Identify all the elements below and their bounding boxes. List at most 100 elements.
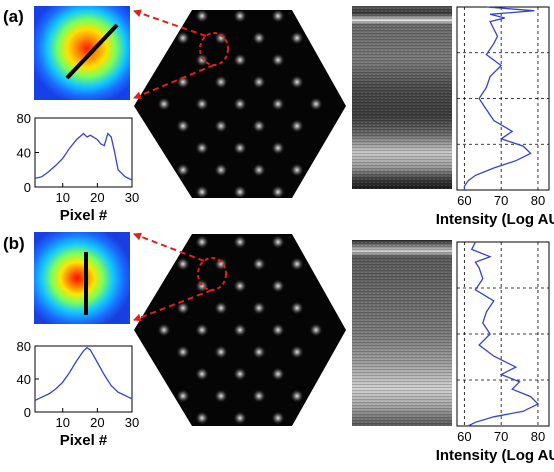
profile-xtick-a-2: 30: [125, 190, 139, 205]
intensity-xtick-a-1: 70: [494, 193, 508, 208]
spot-b-11: [214, 301, 228, 315]
spot-b-16: [233, 323, 247, 337]
spot-a-9: [271, 53, 285, 67]
spot-a-27: [214, 163, 228, 177]
profile-ytick-a-1: 40: [17, 146, 31, 161]
spot-b-4: [214, 257, 228, 271]
spot-a-17: [271, 97, 285, 111]
intensity-xtick-a-0: 60: [457, 193, 471, 208]
spot-b-1: [233, 235, 247, 249]
callout-arrow-top-b: [133, 232, 205, 262]
intensity-xlabel-b: Intensity (Log AU): [436, 447, 554, 464]
profile-ytick-b-1: 40: [17, 372, 31, 387]
spot-b-22: [290, 345, 304, 359]
hex-spot-array-b: [134, 234, 346, 426]
intensity-xtick-b-2: 80: [531, 429, 545, 444]
spot-a-11: [214, 75, 228, 89]
hex-spot-array-a: [134, 9, 346, 199]
spot-b-17: [271, 323, 285, 337]
intensity-plot-a: 60 70 80 Intensity (Log AU): [436, 6, 554, 228]
spot-a-22: [290, 119, 304, 133]
spot-b-28: [252, 389, 266, 403]
profile-xlabel-a: Pixel #: [60, 207, 108, 224]
intensity-xlabel-a: Intensity (Log AU): [436, 211, 554, 228]
spot-a-20: [214, 119, 228, 133]
spot-a-28: [252, 163, 266, 177]
spot-b-27: [214, 389, 228, 403]
spot-a-29: [290, 163, 304, 177]
spot-b-7: [195, 279, 209, 293]
bscan-image-b: [352, 240, 452, 426]
profile-ytick-b-0: 0: [24, 405, 31, 420]
spot-b-23: [195, 367, 209, 381]
spot-b-0: [195, 235, 209, 249]
callout-arrow-bottom-a: [133, 64, 215, 100]
spot-a-4: [214, 31, 228, 45]
intensity-axes-a: [456, 6, 550, 191]
spot-b-3: [176, 257, 190, 271]
spot-b-19: [176, 345, 190, 359]
profile-axes-a: [34, 117, 133, 188]
beam-heatmap-a: [34, 6, 130, 100]
spot-a-7: [195, 53, 209, 67]
spot-a-8: [233, 53, 247, 67]
spot-b-26: [176, 389, 190, 403]
spot-b-13: [290, 301, 304, 315]
callout-arrow-top-a: [133, 9, 207, 37]
profile-axes-b: [34, 345, 133, 413]
profile-xtick-a-0: 10: [55, 190, 69, 205]
spot-a-13: [290, 75, 304, 89]
intensity-xtick-a-2: 80: [531, 193, 545, 208]
panel-label-b: (b): [3, 234, 25, 253]
profile-xtick-a-1: 20: [90, 190, 104, 205]
spot-a-14: [157, 97, 171, 111]
spot-a-24: [233, 141, 247, 155]
spot-a-26: [176, 163, 190, 177]
spot-b-18: [309, 323, 323, 337]
intensity-plot-b: 60 70 80 Intensity (Log AU): [436, 241, 554, 464]
spot-b-8: [233, 279, 247, 293]
spot-b-32: [271, 411, 285, 425]
callout-a: [133, 9, 229, 100]
intensity-curve-b: [467, 241, 540, 427]
spot-a-10: [176, 75, 190, 89]
spot-b-14: [157, 323, 171, 337]
spot-b-2: [271, 235, 285, 249]
panel-label-a: (a): [3, 7, 24, 26]
spot-b-21: [252, 345, 266, 359]
spot-b-9: [271, 279, 285, 293]
bscan-image-a: [352, 6, 452, 189]
spot-b-15: [195, 323, 209, 337]
callout-b: [133, 232, 227, 322]
spot-a-2: [271, 9, 285, 23]
profile-xtick-b-1: 20: [90, 415, 104, 430]
spot-b-25: [271, 367, 285, 381]
spot-b-20: [214, 345, 228, 359]
profile-curve-a: [34, 132, 133, 181]
spot-a-32: [271, 185, 285, 199]
spot-a-5: [252, 31, 266, 45]
spot-a-3: [176, 31, 190, 45]
spot-a-21: [252, 119, 266, 133]
panel-b: (b) 0 40 80 10 20 30 Pixel # 60 70 80 Intensity (…: [3, 232, 554, 464]
spot-a-6: [290, 31, 304, 45]
spot-a-31: [233, 185, 247, 199]
spot-b-12: [252, 301, 266, 315]
panel-a: (a) 0 40 80 10 20 30 Pixel # 60 70 80 Intensity (…: [3, 6, 554, 228]
intensity-xtick-b-0: 60: [457, 429, 471, 444]
spot-b-24: [233, 367, 247, 381]
spot-a-16: [233, 97, 247, 111]
spot-a-0: [195, 9, 209, 23]
spot-a-23: [195, 141, 209, 155]
spot-a-15: [195, 97, 209, 111]
spot-b-31: [233, 411, 247, 425]
profile-ytick-b-2: 80: [17, 339, 31, 354]
callout-arrow-bottom-b: [133, 289, 213, 322]
profile-plot-a: 0 40 80 10 20 30 Pixel #: [17, 111, 140, 224]
profile-line-a: [65, 23, 119, 80]
profile-xtick-b-2: 30: [125, 415, 139, 430]
beam-heatmap-b: [34, 232, 130, 324]
spot-a-1: [233, 9, 247, 23]
profile-xlabel-b: Pixel #: [60, 432, 108, 449]
